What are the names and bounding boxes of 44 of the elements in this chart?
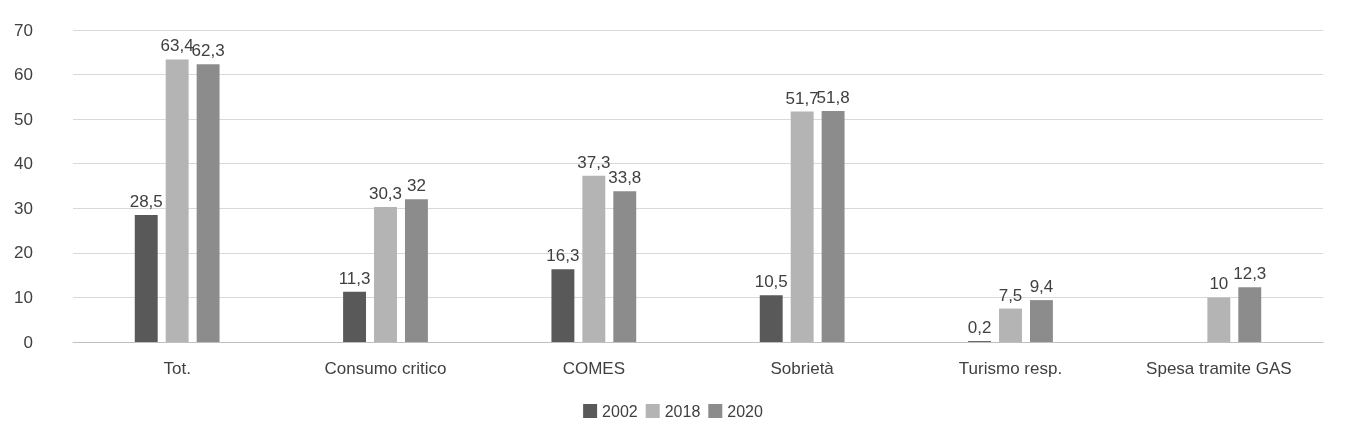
legend-label: 2020 [727, 402, 763, 420]
x-tick-label: Tot. [163, 359, 191, 378]
data-label: 0,2 [967, 318, 992, 338]
legend-label: 2018 [664, 402, 701, 420]
data-label: 11,3 [338, 268, 371, 288]
data-label: 9,4 [1029, 277, 1054, 297]
y-tick-label: 50 [14, 109, 33, 129]
data-label: 62,3 [191, 41, 225, 61]
x-tick-label: Turismo resp. [958, 359, 1063, 378]
bar [196, 64, 220, 342]
data-label: 51,7 [785, 88, 819, 108]
bar [821, 111, 845, 342]
bar [404, 199, 428, 342]
y-tick-label: 20 [14, 243, 33, 263]
data-label: 51,8 [816, 88, 850, 108]
data-label: 10,5 [754, 272, 788, 292]
y-tick-label: 10 [14, 287, 33, 307]
x-tick-label: Sobrietà [770, 359, 835, 378]
data-label: 12,3 [1233, 264, 1267, 284]
bar [1238, 287, 1262, 342]
y-tick-label: 30 [14, 198, 33, 218]
x-tick-label: COMES [562, 359, 626, 378]
data-label: 33,8 [608, 168, 642, 188]
y-tick-label: 0 [23, 332, 33, 352]
bar [1029, 300, 1053, 342]
data-label: 28,5 [129, 191, 163, 211]
data-label: 63,4 [160, 36, 194, 56]
data-label: 10 [1209, 274, 1229, 294]
y-tick-label: 40 [14, 154, 33, 174]
data-label: 16,3 [546, 246, 580, 266]
bar [613, 191, 637, 342]
y-tick-label: 60 [14, 65, 33, 85]
data-label: 37,3 [577, 152, 611, 172]
bar [134, 214, 158, 342]
y-tick-label: 70 [14, 20, 33, 40]
data-label: 30,3 [368, 183, 403, 203]
bar [759, 295, 783, 342]
bar [551, 269, 575, 342]
legend-label: 2002 [602, 402, 638, 420]
x-tick-label: Spesa tramite GAS [1146, 359, 1292, 378]
data-label: 32 [406, 176, 426, 196]
data-label: 7,5 [998, 285, 1023, 305]
bar [343, 291, 367, 342]
x-tick-label: Consumo critico [324, 359, 447, 378]
